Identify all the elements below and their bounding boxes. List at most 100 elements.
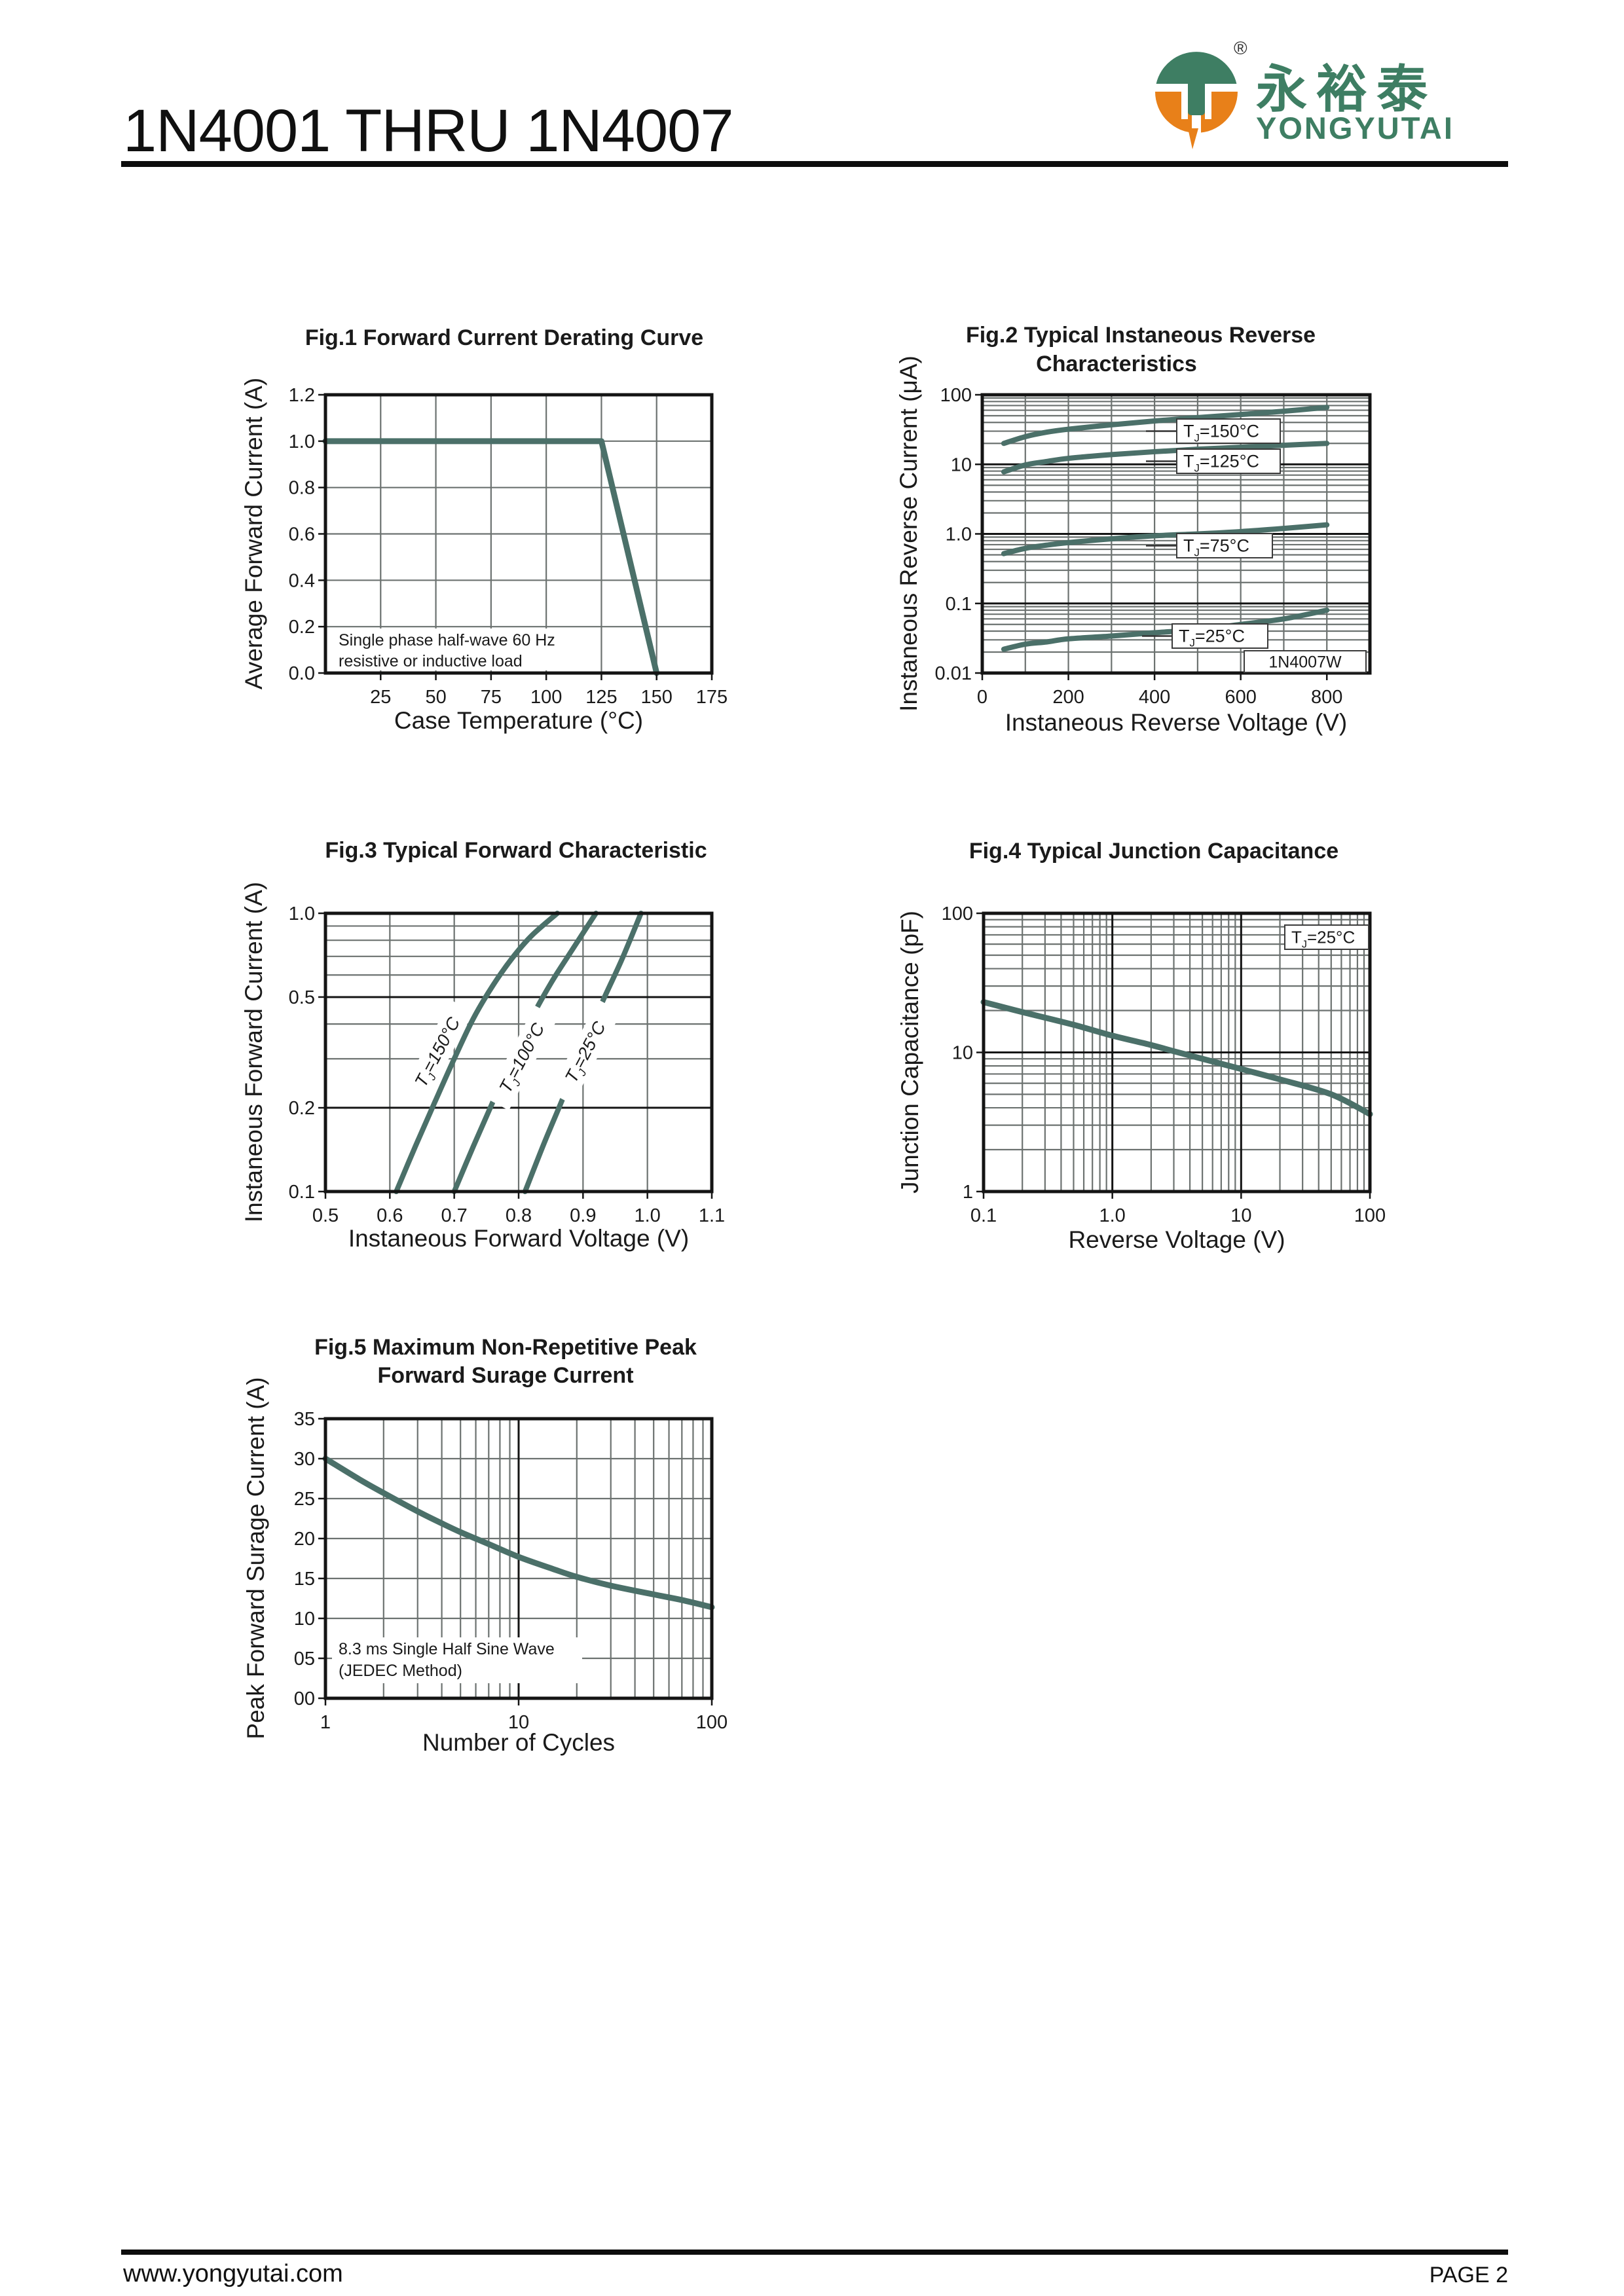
svg-text:1.0: 1.0 (289, 431, 315, 452)
svg-text:0.1: 0.1 (970, 1205, 997, 1226)
svg-text:25: 25 (294, 1489, 315, 1510)
svg-text:TJ=25°C: TJ=25°C (1291, 928, 1355, 951)
curve-tj-25C (1001, 608, 1330, 652)
svg-text:1N4007W: 1N4007W (1268, 653, 1342, 672)
svg-text:1.0: 1.0 (946, 524, 972, 545)
curve-peak-surge-current (322, 1455, 715, 1611)
svg-text:10: 10 (952, 1043, 973, 1064)
svg-text:0.2: 0.2 (289, 1098, 315, 1119)
svg-text:0.6: 0.6 (289, 524, 315, 545)
chart-fig1: 25 50 75 100 125 150 175 0.0 0.2 0.4 0.6 0.8 1.0 1.2 F… (240, 325, 728, 734)
svg-text:0.8: 0.8 (289, 478, 315, 499)
svg-text:0.5: 0.5 (289, 987, 315, 1008)
svg-text:Fig.1 Forward Current Deratin: Fig.1 Forward Current Derating Curve (305, 325, 703, 350)
svg-text:Fig.5 Maximum Non-Repetitive: Fig.5 Maximum Non-Repetitive Peak (314, 1335, 697, 1360)
svg-text:Fig.2 Typical Instaneous Reve: Fig.2 Typical Instaneous Reverse (966, 323, 1316, 348)
svg-text:0.9: 0.9 (570, 1205, 596, 1226)
svg-text:0.4: 0.4 (289, 570, 315, 591)
svg-text:100: 100 (940, 385, 972, 406)
svg-text:0.1: 0.1 (946, 594, 972, 615)
svg-text:TJ=150°C: TJ=150°C (1183, 422, 1259, 445)
svg-text:Characteristics: Characteristics (1036, 352, 1197, 376)
svg-text:1.0: 1.0 (635, 1205, 661, 1226)
svg-text:0.6: 0.6 (377, 1205, 403, 1226)
svg-text:Instaneous Reverse Current (μA: Instaneous Reverse Current (μA) (895, 355, 922, 712)
svg-text:Average Forward Current (A): Average Forward Current (A) (240, 378, 267, 689)
svg-text:Number of Cycles: Number of Cycles (422, 1729, 615, 1756)
svg-text:100: 100 (1354, 1205, 1386, 1226)
svg-text:TJ=125°C: TJ=125°C (1183, 452, 1259, 475)
header-rule (121, 161, 1508, 167)
logo-chinese-name: 永裕泰 (1256, 60, 1437, 119)
curve-tj-75C (1001, 522, 1330, 556)
svg-text:10: 10 (294, 1609, 315, 1630)
svg-text:1.1: 1.1 (699, 1205, 725, 1226)
curve-tj-125C (1001, 441, 1330, 475)
svg-text:1.0: 1.0 (289, 903, 315, 924)
footer-rule (121, 2250, 1508, 2255)
svg-text:0.2: 0.2 (289, 617, 315, 638)
svg-text:0.5: 0.5 (312, 1205, 339, 1226)
svg-text:Junction Capacitance (pF): Junction Capacitance (pF) (896, 911, 923, 1194)
svg-text:Reverse Voltage (V): Reverse Voltage (V) (1068, 1226, 1285, 1253)
svg-text:Instaneous Forward Voltage (V): Instaneous Forward Voltage (V) (348, 1225, 689, 1252)
svg-text:100: 100 (696, 1712, 728, 1733)
svg-text:100: 100 (530, 687, 562, 708)
svg-text:TJ=75°C: TJ=75°C (1183, 536, 1249, 559)
svg-text:8.3 ms Single Half Sine Wave: 8.3 ms Single Half Sine Wave (339, 1640, 555, 1658)
curve-junction-capacitance (980, 999, 1373, 1118)
svg-text:10: 10 (951, 454, 972, 475)
svg-text:Forward Surage Current: Forward Surage Current (377, 1363, 633, 1388)
svg-text:800: 800 (1311, 687, 1342, 708)
svg-text:10: 10 (1230, 1205, 1251, 1226)
svg-text:resistive or inductive load: resistive or inductive load (339, 652, 523, 670)
svg-text:0.7: 0.7 (441, 1205, 468, 1226)
svg-text:Fig.4 Typical Junction Capaci: Fig.4 Typical Junction Capacitance (969, 839, 1338, 864)
svg-text:Case Temperature (°C): Case Temperature (°C) (394, 707, 643, 734)
curve-average-forward-current (322, 438, 660, 676)
svg-text:Instaneous Forward Current (A: Instaneous Forward Current (A) (240, 882, 267, 1222)
svg-text:TJ=25°C: TJ=25°C (1179, 627, 1245, 649)
svg-text:75: 75 (481, 687, 502, 708)
svg-text:05: 05 (294, 1649, 315, 1669)
footer-website: www.yongyutai.com (123, 2260, 343, 2287)
svg-text:Fig.3 Typical Forward Charact: Fig.3 Typical Forward Characteristic (325, 838, 707, 863)
svg-text:200: 200 (1052, 687, 1084, 708)
chart-fig4: 0.1 1.0 10 100 100 10 1 Fig.4 Typical Junction … (896, 839, 1386, 1253)
chart-fig3: 0.5 0.6 0.7 0.8 0.9 1.0 1.1 1.0 0.5 0.2 0.1 Fig.3 T… (240, 838, 725, 1252)
svg-text:Instaneous Reverse Voltage (V): Instaneous Reverse Voltage (V) (1005, 709, 1347, 736)
footer-page-number: PAGE 2 (1429, 2263, 1508, 2287)
svg-text:175: 175 (696, 687, 728, 708)
chart-fig5: 1 10 100 00 05 10 15 20 25 30 35 Fig.5 Maximum Non-… (242, 1335, 728, 1756)
curve-tj-150C (1001, 405, 1330, 446)
logo-latin-name: YONGYUTAI (1256, 111, 1454, 145)
svg-text:1.0: 1.0 (1099, 1205, 1126, 1226)
svg-text:1: 1 (963, 1182, 973, 1203)
svg-text:10: 10 (508, 1712, 529, 1733)
svg-text:35: 35 (294, 1409, 315, 1430)
svg-text:Single phase half-wave 60 Hz: Single phase half-wave 60 Hz (339, 631, 555, 649)
svg-text:0.1: 0.1 (289, 1182, 315, 1203)
svg-text:15: 15 (294, 1569, 315, 1590)
svg-text:600: 600 (1225, 687, 1256, 708)
svg-text:25: 25 (370, 687, 391, 708)
part-number-title: 1N4001 THRU 1N4007 (123, 98, 734, 164)
svg-text:0: 0 (977, 687, 987, 708)
svg-text:(JEDEC Method): (JEDEC Method) (339, 1662, 462, 1680)
svg-text:30: 30 (294, 1449, 315, 1470)
svg-text:100: 100 (942, 903, 973, 924)
svg-text:1: 1 (320, 1712, 331, 1733)
svg-text:Peak Forward Surage Current (A: Peak Forward Surage Current (A) (242, 1377, 269, 1739)
svg-text:20: 20 (294, 1529, 315, 1550)
chart-fig2: 0 200 400 600 800 100 10 1.0 0.1 0.01 Fig.2 Typica… (895, 323, 1372, 736)
svg-text:400: 400 (1139, 687, 1170, 708)
curve-tj-150C (394, 911, 560, 1194)
svg-text:TJ=25°C: TJ=25°C (561, 1018, 613, 1087)
svg-text:50: 50 (425, 687, 446, 708)
svg-text:0.01: 0.01 (935, 663, 972, 684)
yongyutai-logo-icon (1151, 46, 1244, 149)
svg-text:0.0: 0.0 (289, 663, 315, 684)
svg-text:125: 125 (585, 687, 617, 708)
